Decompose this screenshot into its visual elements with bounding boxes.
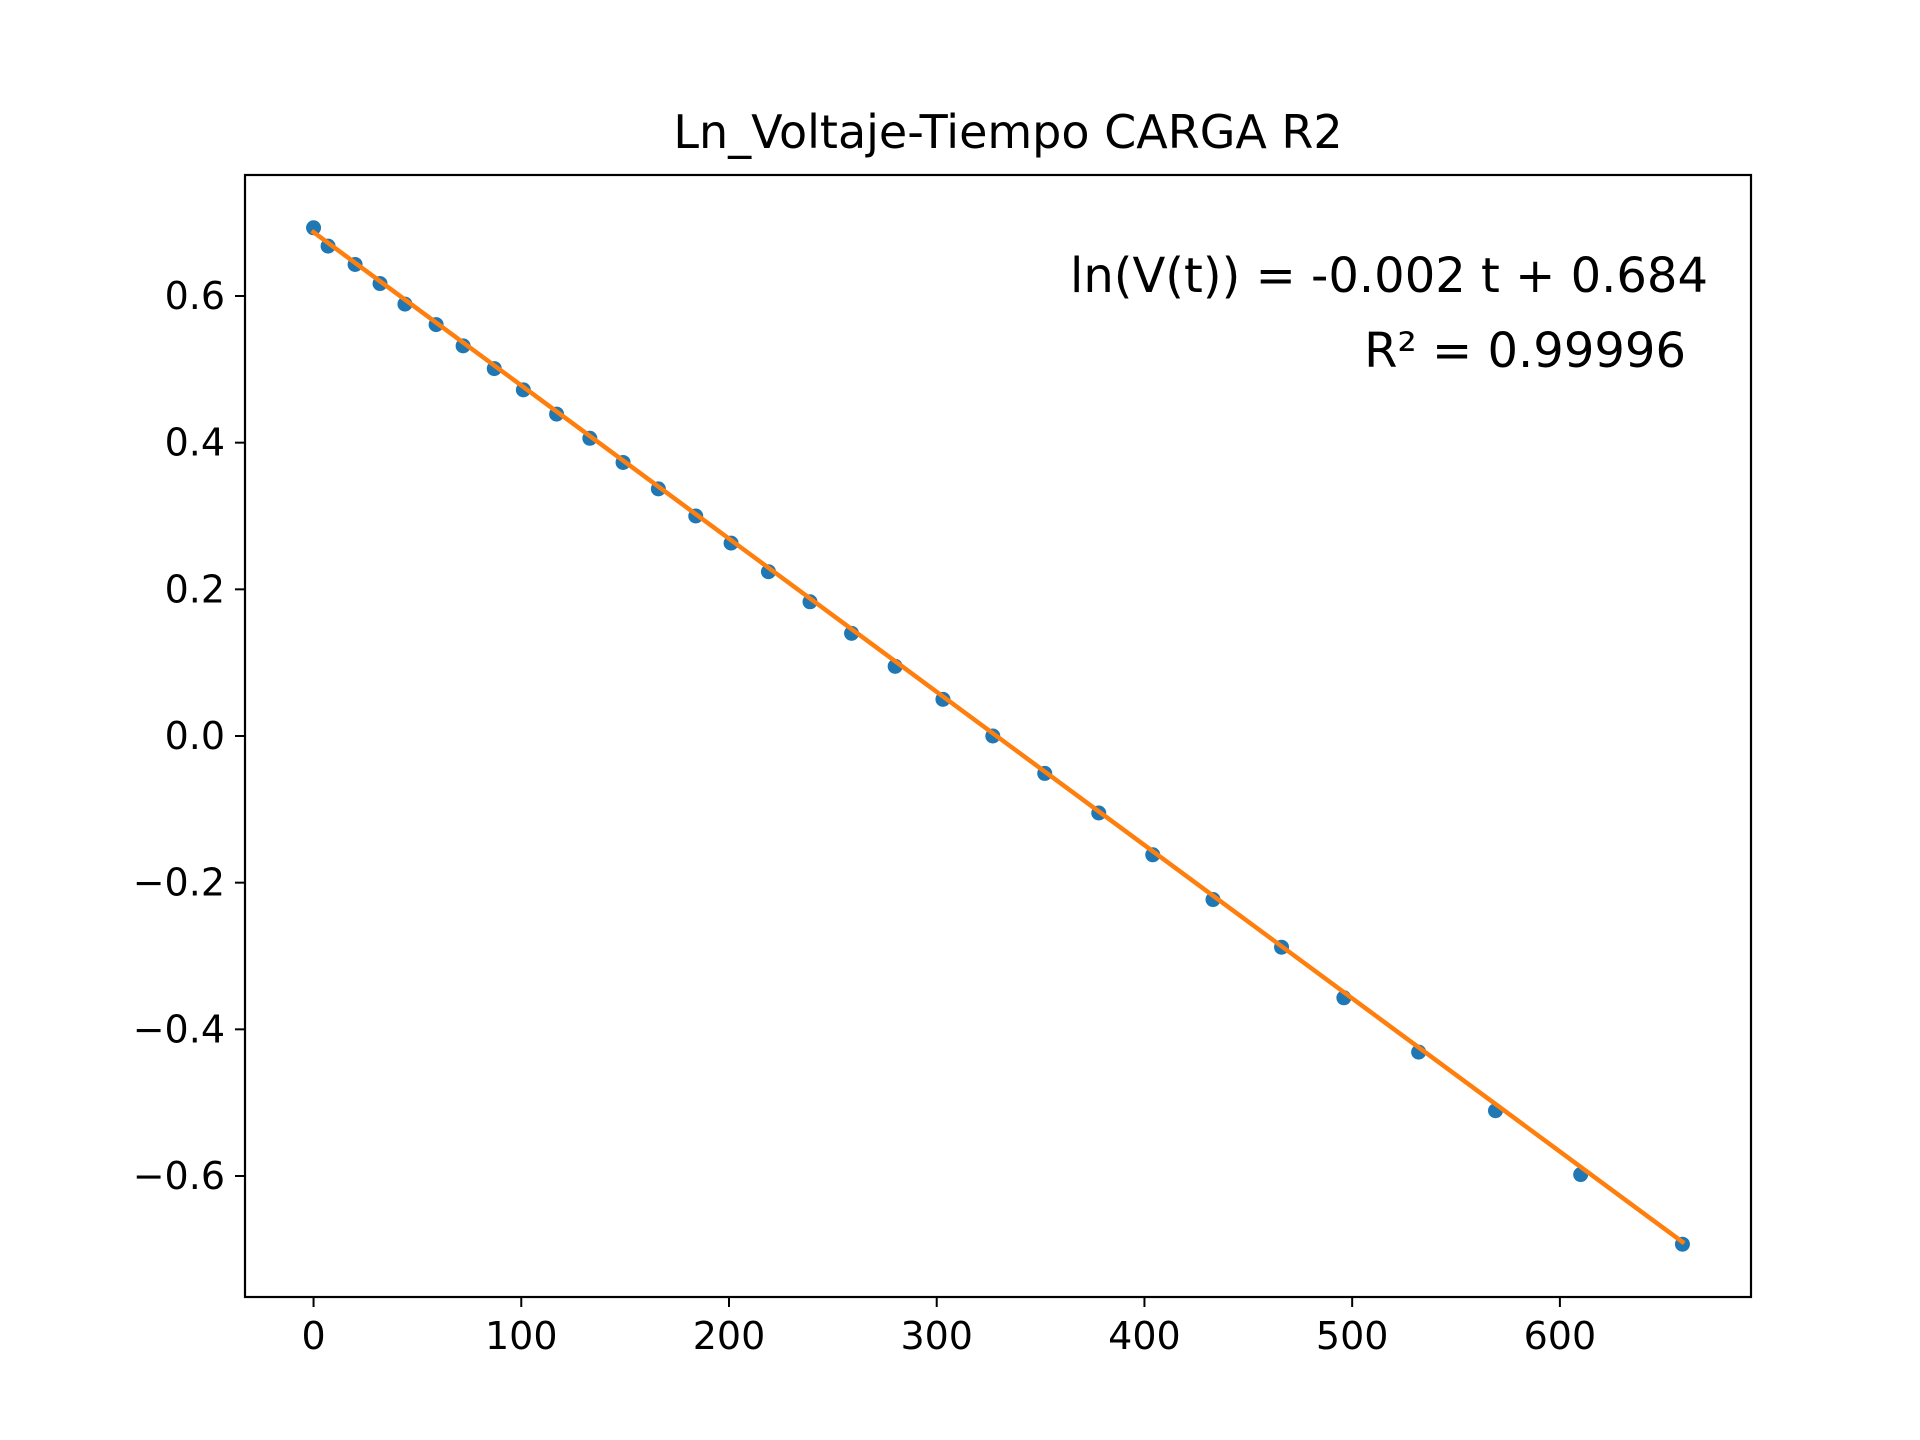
x-axis: 0 100 200 300 400 500 600 (301, 1297, 1596, 1358)
y-tick-label: 0.0 (165, 714, 225, 758)
r-squared-annotation: R² = 0.99996 (1364, 323, 1686, 379)
x-tick-label: 600 (1524, 1314, 1597, 1358)
equation-annotation: ln(V(t)) = -0.002 t + 0.684 (1070, 248, 1708, 304)
x-tick-label: 100 (485, 1314, 558, 1358)
y-tick-label: −0.4 (133, 1007, 225, 1051)
y-tick-label: −0.2 (133, 861, 225, 905)
x-tick-label: 300 (900, 1314, 973, 1358)
y-tick-label: 0.2 (165, 567, 225, 611)
y-tick-label: 0.6 (165, 274, 225, 318)
data-point (306, 220, 322, 236)
fit-line (310, 229, 1686, 1246)
y-tick-label: −0.6 (133, 1154, 225, 1198)
x-tick-label: 200 (693, 1314, 766, 1358)
x-tick-label: 0 (301, 1314, 325, 1358)
fit-line-layer (310, 229, 1686, 1246)
x-tick-label: 500 (1316, 1314, 1389, 1358)
x-tick-label: 400 (1108, 1314, 1181, 1358)
y-tick-label: 0.4 (165, 421, 225, 465)
plot-frame (243, 173, 1753, 1299)
chart-title: Ln_Voltaje-Tiempo CARGA R2 (673, 105, 1342, 159)
y-axis: −0.6 −0.4 −0.2 0.0 0.2 0.4 0.6 (133, 274, 245, 1198)
